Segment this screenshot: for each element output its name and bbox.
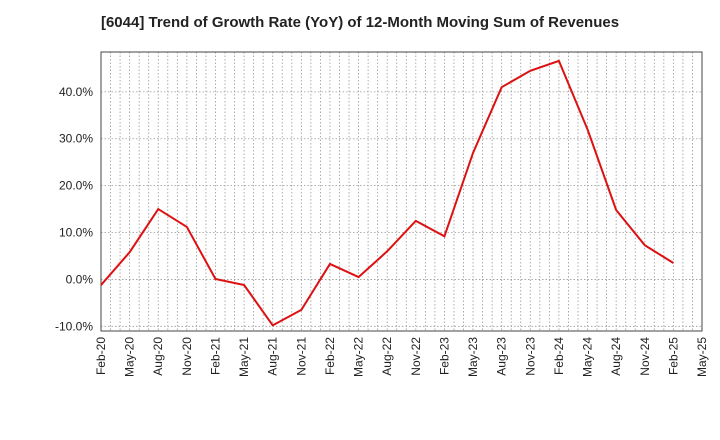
x-tick-label: Feb-21 (208, 337, 222, 375)
x-tick-label: Nov-22 (409, 337, 423, 376)
x-tick-label: Nov-20 (180, 337, 194, 376)
x-tick-label: Aug-21 (266, 337, 280, 376)
x-tick-label: May-20 (123, 337, 137, 377)
x-tick-label: Aug-20 (151, 337, 165, 376)
x-tick-label: May-21 (237, 337, 251, 377)
chart-title: [6044] Trend of Growth Rate (YoY) of 12-… (100, 14, 620, 31)
x-tick-label: Aug-22 (380, 337, 394, 376)
x-axis-labels: Feb-20 May-20 Aug-20 Nov-20 Feb-21 May-21 Aug-… (94, 337, 709, 377)
x-tick-label: Aug-24 (609, 337, 623, 376)
x-tick-label: Feb-23 (437, 337, 451, 375)
y-tick-label: -10.0% (55, 319, 93, 333)
y-tick-label: 20.0% (59, 179, 93, 193)
x-tick-label: Feb-20 (94, 337, 108, 375)
y-tick-label: 30.0% (59, 132, 93, 146)
x-tick-label: Aug-23 (495, 337, 509, 376)
grid-layer (101, 52, 702, 331)
x-tick-label: Feb-25 (666, 337, 680, 375)
x-tick-label: May-25 (695, 337, 709, 377)
y-axis-labels: -10.0% 0.0% 10.0% 20.0% 30.0% 40.0% (55, 85, 93, 333)
y-tick-label: 10.0% (59, 226, 93, 240)
x-tick-label: Nov-23 (523, 337, 537, 376)
y-tick-label: 40.0% (59, 85, 93, 99)
series-line (100, 59, 674, 327)
x-tick-label: May-24 (581, 337, 595, 377)
x-tick-label: Nov-21 (294, 337, 308, 376)
x-tick-label: May-22 (352, 337, 366, 377)
x-tick-label: Feb-22 (323, 337, 337, 375)
series-layer (100, 59, 674, 327)
x-tick-label: Feb-24 (552, 337, 566, 375)
x-tick-label: Nov-24 (638, 337, 652, 376)
y-tick-label: 0.0% (66, 272, 94, 286)
x-tick-label: May-23 (466, 337, 480, 377)
plot-area-frame (100, 51, 703, 332)
